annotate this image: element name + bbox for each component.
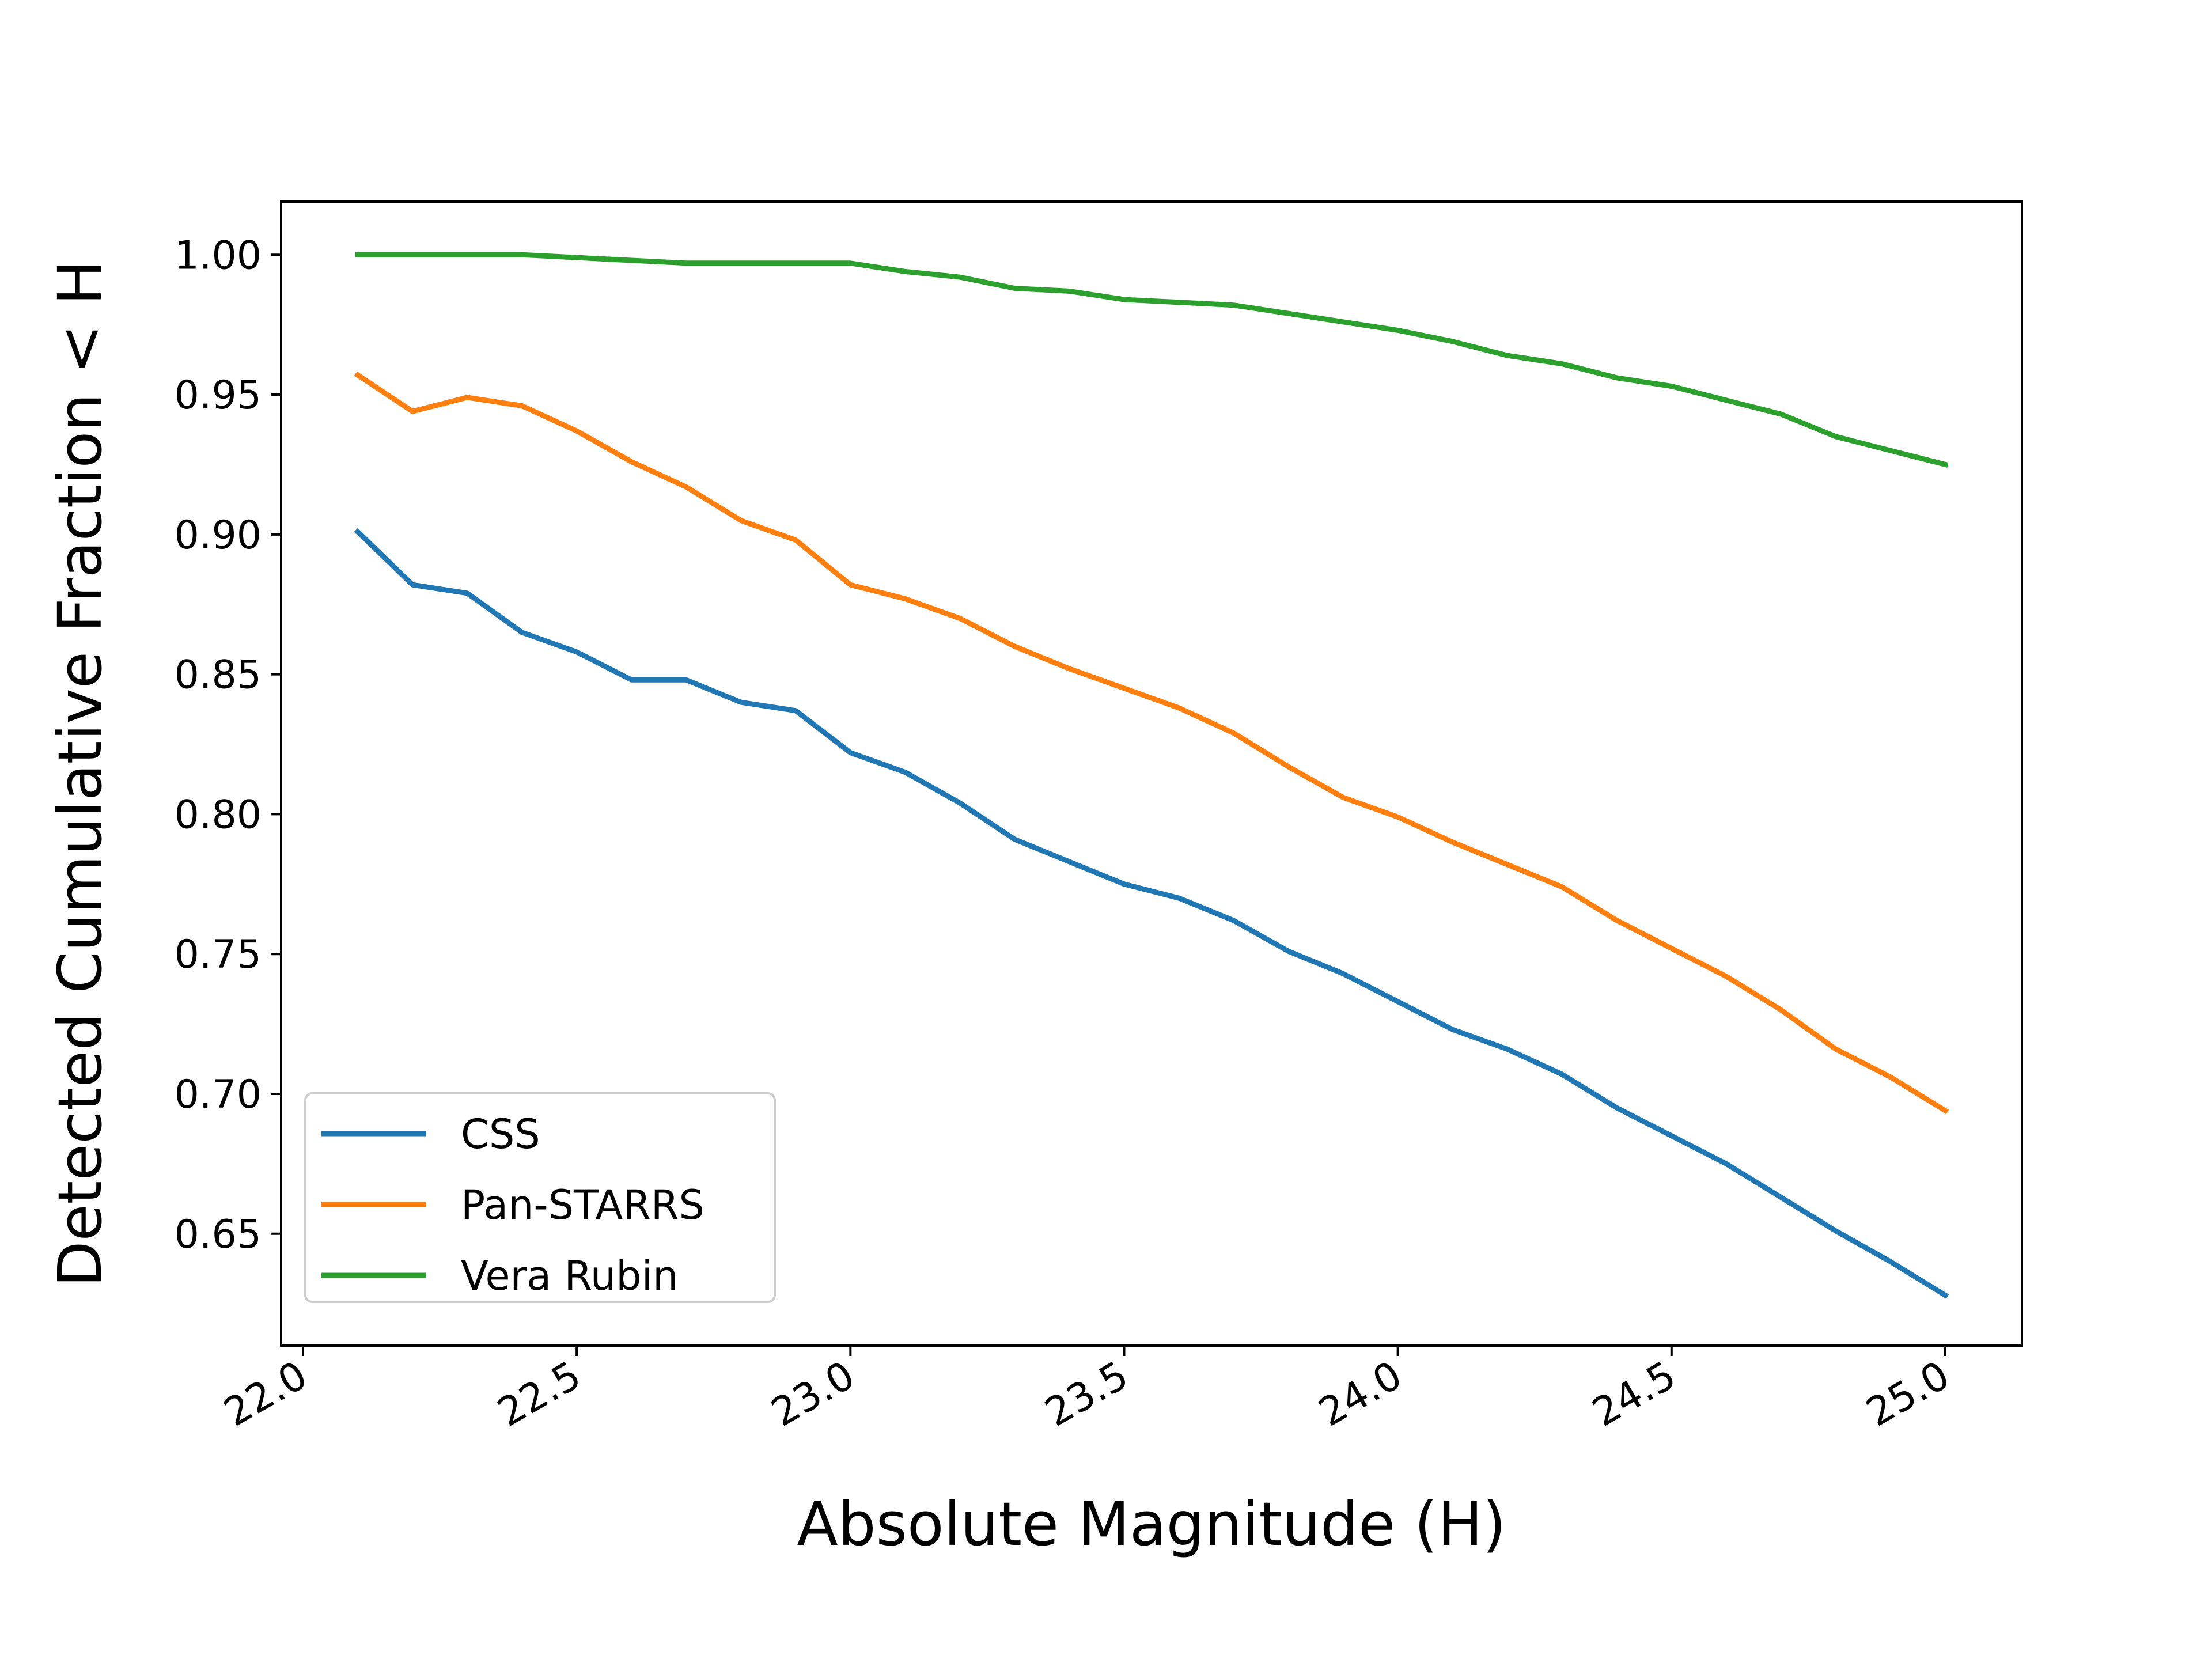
series-layer <box>354 252 1949 1299</box>
y-axis-ticks: 0.65 0.70 0.75 0.80 0.85 0.90 0.95 1.00 <box>175 233 281 1257</box>
series-line-vera-rubin <box>355 252 1949 468</box>
legend: CSS Pan-STARRS Vera Rubin <box>304 1092 776 1303</box>
y-tick-label: 1.00 <box>175 233 262 278</box>
y-tick-label: 0.85 <box>175 653 262 698</box>
plot-frame <box>280 200 2023 1347</box>
series-line-pan-starrs <box>354 371 1949 1115</box>
x-axis-title: Absolute Magnitude (H) <box>797 1489 1506 1559</box>
y-tick-label: 0.70 <box>175 1072 262 1118</box>
y-tick-label: 0.95 <box>175 373 262 418</box>
series-line-css <box>354 528 1949 1299</box>
legend-label-pan-starrs: Pan-STARRS <box>461 1181 704 1229</box>
y-axis-title: Detected Cumulative Fraction < H <box>45 260 115 1287</box>
legend-label-css: CSS <box>461 1111 540 1158</box>
y-tick-label: 0.90 <box>175 513 262 558</box>
y-tick-label: 0.65 <box>175 1212 262 1257</box>
y-tick-label: 0.80 <box>175 792 262 838</box>
legend-label-vera-rubin: Vera Rubin <box>461 1252 679 1300</box>
legend-frame <box>304 1092 776 1303</box>
y-tick-label: 0.75 <box>175 932 262 978</box>
